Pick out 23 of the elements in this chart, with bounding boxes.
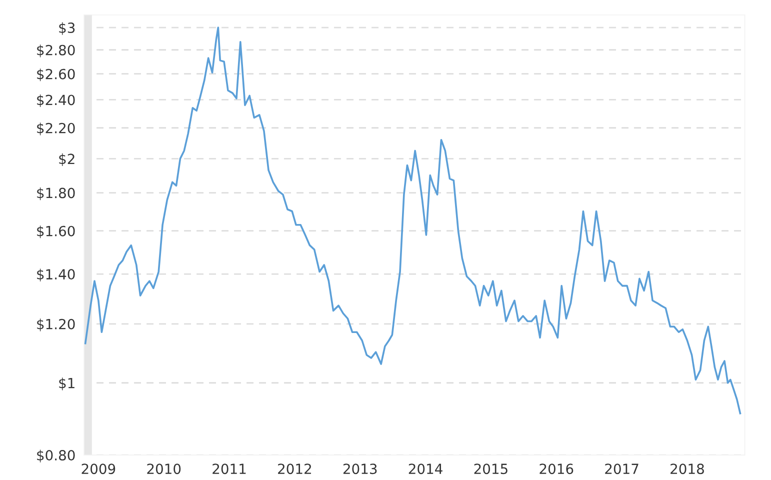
- y-tick-label: $2: [59, 153, 74, 166]
- x-tick-label: 2015: [474, 464, 508, 474]
- x-tick-label: 2018: [670, 464, 704, 474]
- x-tick-label: 2012: [278, 464, 311, 474]
- x-tick-label: 2011: [212, 464, 246, 474]
- y-tick-label: $3: [59, 22, 75, 35]
- line-series: [84, 26, 742, 414]
- x-tick-label: 2009: [82, 464, 116, 474]
- x-tick-label: 2016: [540, 464, 574, 474]
- y-tick-label: $2.60: [37, 68, 75, 82]
- y-tick-label: $0.80: [37, 450, 75, 462]
- y-tick-label: $1.80: [37, 187, 75, 200]
- y-tick-label: $2.20: [37, 122, 75, 136]
- x-tick-label: 2013: [343, 464, 377, 474]
- y-tick-label: $1.20: [37, 318, 75, 332]
- x-tick-label: 2014: [408, 464, 442, 474]
- y-tick-label: $2.80: [37, 44, 75, 58]
- y-tick-label: $1.40: [37, 268, 75, 282]
- x-tick-label: 2010: [147, 464, 181, 474]
- y-tick-label: $1: [59, 378, 74, 390]
- x-tick-label: 2017: [605, 464, 638, 474]
- y-tick-label: $2.40: [37, 94, 75, 108]
- y-tick-label: $1.60: [37, 226, 75, 238]
